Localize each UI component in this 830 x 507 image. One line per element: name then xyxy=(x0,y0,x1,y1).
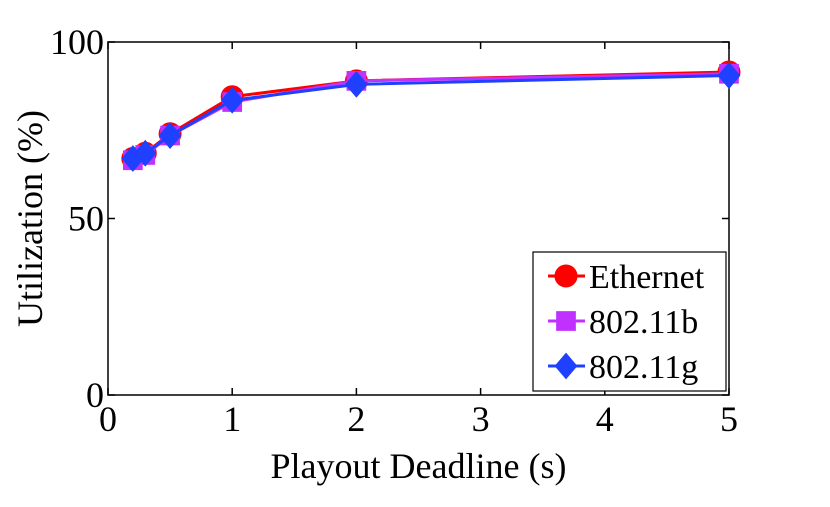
x-tick-label: 4 xyxy=(596,399,614,439)
legend: Ethernet 802.11b 802.11g xyxy=(532,251,727,392)
data-point-802-11g xyxy=(220,86,244,114)
x-tick-label: 0 xyxy=(99,399,117,439)
data-point-802-11g xyxy=(717,62,741,89)
legend-marker-802-11b xyxy=(556,311,576,331)
legend-marker-ethernet xyxy=(554,264,578,288)
legend-label-ethernet: Ethernet xyxy=(589,259,705,296)
x-tick-label: 3 xyxy=(472,399,490,439)
y-tick-label: 100 xyxy=(50,22,104,62)
legend-label-802-11b: 802.11b xyxy=(589,304,698,341)
y-tick-label: 0 xyxy=(86,375,104,415)
x-tick-label: 2 xyxy=(347,399,365,439)
series-layer xyxy=(121,60,741,172)
legend-marker-802-11g xyxy=(554,352,578,380)
data-point-802-11g xyxy=(133,139,157,167)
legend-label-802-11g: 802.11g xyxy=(589,349,698,386)
data-point-802-11g xyxy=(344,70,368,98)
y-tick-label: 50 xyxy=(68,199,104,239)
x-tick-label: 5 xyxy=(720,399,738,439)
x-tick-label: 1 xyxy=(223,399,241,439)
x-axis-title: Playout Deadline (s) xyxy=(271,446,567,486)
data-point-802-11g xyxy=(158,122,182,149)
y-axis-title: Utilization (%) xyxy=(10,110,50,327)
